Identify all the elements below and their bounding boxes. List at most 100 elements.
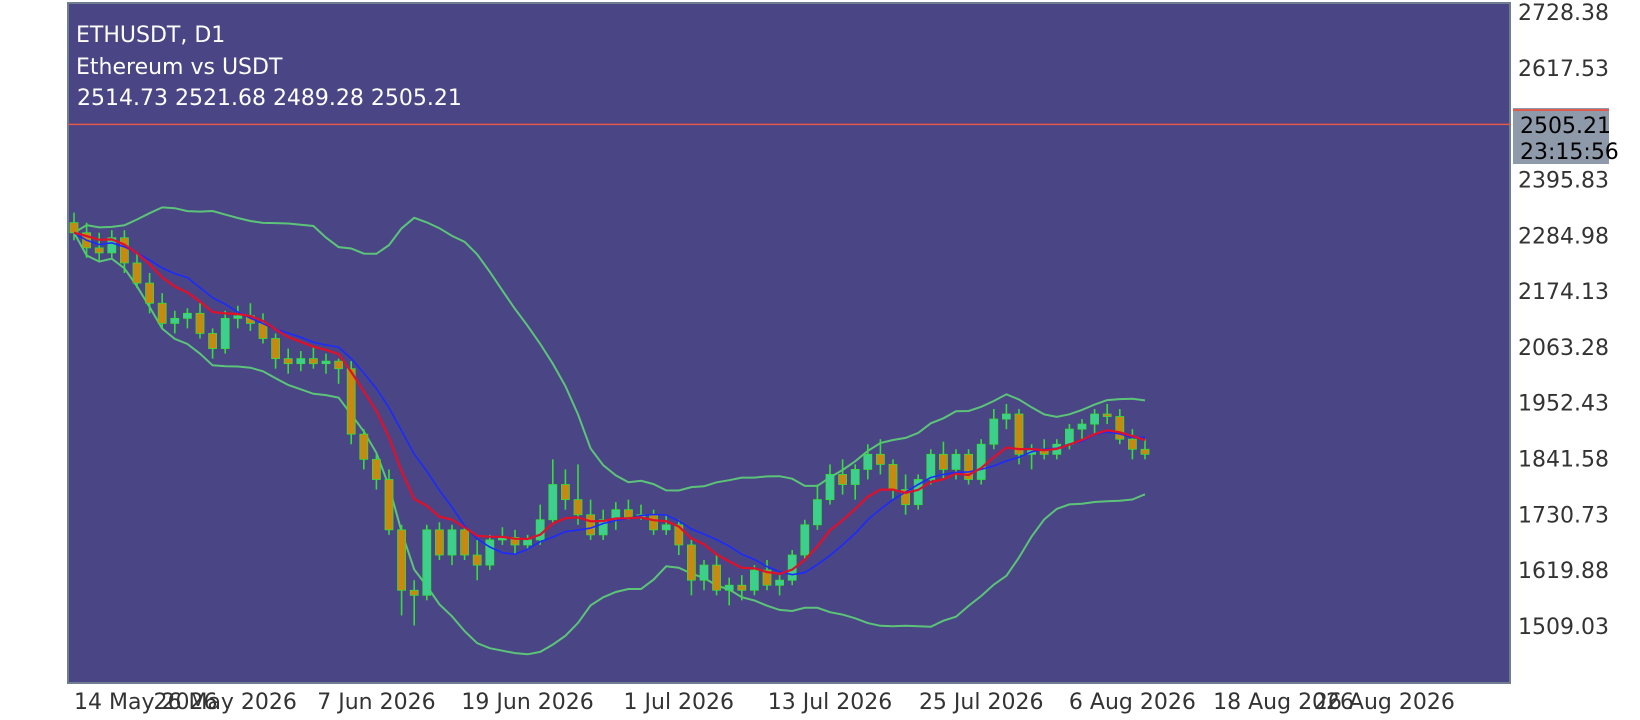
candle-body-up xyxy=(976,443,986,480)
candle-body-up xyxy=(775,579,784,586)
candle-body-up xyxy=(182,312,192,319)
candle-body-down xyxy=(573,499,583,516)
candle xyxy=(548,459,558,525)
candle xyxy=(775,575,784,596)
bollinger-bands xyxy=(73,206,1146,656)
candle-body-up xyxy=(548,484,558,521)
more-options-button[interactable] xyxy=(1552,638,1604,666)
candle-body-up xyxy=(1090,413,1099,425)
x-tick-label: 25 Jul 2026 xyxy=(919,690,1044,715)
candle-body-down xyxy=(371,458,381,480)
candle-body-down xyxy=(624,509,633,518)
candle-body-down xyxy=(1102,413,1112,417)
y-tick-label: 2395.83 xyxy=(1518,168,1609,193)
candle-body-down xyxy=(359,433,369,460)
candle-body-down xyxy=(1128,438,1137,450)
x-tick-label: 1 Jul 2026 xyxy=(624,690,735,715)
candle-body-down xyxy=(712,564,721,591)
candle-body-up xyxy=(296,358,306,365)
candle-body-up xyxy=(485,539,495,566)
candle xyxy=(510,529,520,556)
candle-body-up xyxy=(107,237,117,254)
y-tick-label: 2174.13 xyxy=(1518,280,1609,305)
candle-body-up xyxy=(598,519,608,536)
candle xyxy=(850,464,860,500)
candle xyxy=(107,230,117,258)
y-tick-label: 2063.28 xyxy=(1518,336,1609,361)
candle-body-down xyxy=(737,584,747,591)
candle-body-down xyxy=(94,247,104,254)
candle xyxy=(1128,429,1137,460)
candle xyxy=(434,522,444,561)
candle-body-up xyxy=(535,519,545,541)
candle xyxy=(913,474,923,510)
candle-body-down xyxy=(472,554,482,566)
candle xyxy=(699,560,709,591)
candle xyxy=(750,565,759,596)
price-tag: 2505.21 23:15:56 xyxy=(1513,108,1619,165)
candle-body-up xyxy=(825,474,835,501)
candle xyxy=(157,293,167,329)
price-axis[interactable]: 2728.38 2617.53 2395.83 2284.98 2174.13 2063.… xyxy=(1518,1,1609,640)
more-dot-icon xyxy=(1558,647,1568,657)
candle xyxy=(359,429,369,470)
x-tick-label: 6 Aug 2026 xyxy=(1069,690,1196,715)
candle-body-up xyxy=(750,569,759,591)
candle xyxy=(422,524,432,601)
candle xyxy=(308,346,318,369)
candle xyxy=(926,449,936,485)
candle-body-up xyxy=(724,584,734,591)
candle-body-down xyxy=(939,453,948,470)
candle-body-down xyxy=(145,282,155,304)
candle xyxy=(409,580,419,626)
candle xyxy=(220,310,230,354)
ma-slow-line xyxy=(73,232,1145,576)
candle xyxy=(283,348,293,374)
candle xyxy=(182,308,192,329)
candle xyxy=(813,484,822,530)
candle-body-down xyxy=(120,237,129,264)
candle-body-down xyxy=(838,474,847,485)
x-tick-label: 19 Jun 2026 xyxy=(461,690,593,715)
price-tag-price: 2505.21 xyxy=(1520,114,1611,139)
more-dot-icon xyxy=(1574,647,1584,657)
candle xyxy=(561,469,570,510)
candle-body-down xyxy=(271,338,281,360)
candle-body-down xyxy=(1014,413,1024,455)
bollinger-upper xyxy=(73,206,1146,492)
candle-body-down xyxy=(69,222,79,234)
candle xyxy=(863,444,873,480)
candle-body-down xyxy=(901,489,910,506)
y-tick-label: 2728.38 xyxy=(1518,1,1609,26)
x-tick-label: 7 Jun 2026 xyxy=(317,690,435,715)
ohlc-values: 2514.73 2521.68 2489.28 2505.21 xyxy=(77,86,462,111)
candle-body-up xyxy=(863,453,873,470)
candle-body-down xyxy=(283,358,293,365)
candle-body-up xyxy=(913,479,923,506)
candle xyxy=(271,333,281,369)
candle xyxy=(195,303,205,339)
candle-body-down xyxy=(1115,416,1125,440)
candle xyxy=(762,560,772,591)
x-tick-label: 26 May 2026 xyxy=(153,690,296,715)
candle xyxy=(901,474,910,515)
y-tick-label: 2284.98 xyxy=(1518,224,1609,249)
candle-body-down xyxy=(649,514,658,531)
candle xyxy=(825,464,835,505)
candle-body-up xyxy=(926,453,936,480)
bollinger-lower xyxy=(73,232,1146,656)
candle-body-down xyxy=(687,544,696,581)
x-tick-label: 14 May 2026 xyxy=(74,690,217,715)
y-tick-label: 1730.73 xyxy=(1518,503,1609,528)
price-tag-background xyxy=(1513,108,1609,164)
candle xyxy=(334,358,344,384)
candle-body-down xyxy=(460,529,470,556)
candle-body-down xyxy=(409,589,419,596)
candle-body-up xyxy=(989,418,999,445)
candle-body-down xyxy=(964,453,973,480)
candle-body-up xyxy=(447,529,457,556)
candle xyxy=(598,509,608,540)
candle xyxy=(876,439,885,475)
